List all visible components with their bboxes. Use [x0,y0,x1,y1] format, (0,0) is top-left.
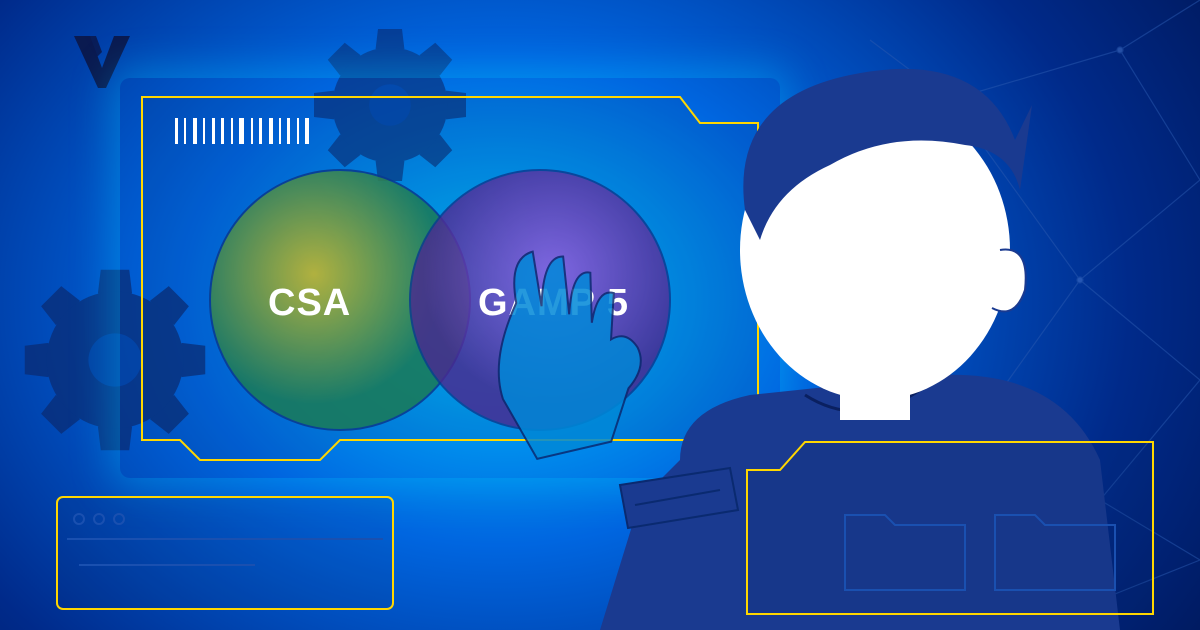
infographic-canvas: CSA GAMP 5 [0,0,1200,630]
venn-left-label: CSA [268,282,351,325]
folder-panel [745,440,1160,620]
browser-panel [55,495,395,615]
